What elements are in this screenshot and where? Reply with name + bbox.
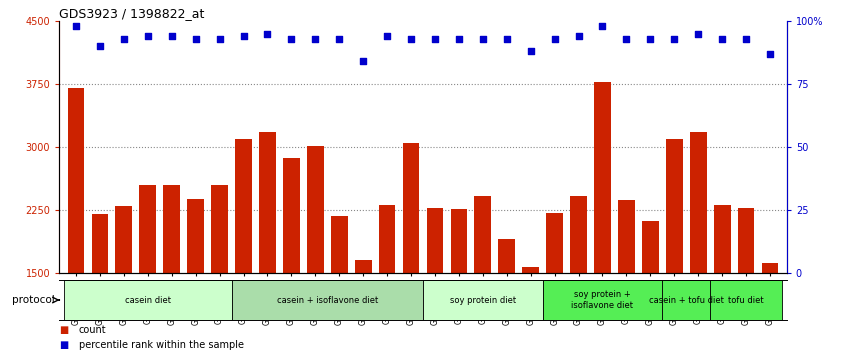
- Point: [261, 31, 274, 37]
- Bar: [187, 199, 204, 354]
- Point: [141, 34, 155, 39]
- Point: [763, 51, 777, 57]
- Bar: [91, 214, 108, 354]
- Bar: [354, 260, 371, 354]
- Bar: [235, 138, 252, 354]
- Bar: [115, 206, 132, 354]
- Text: count: count: [79, 325, 107, 335]
- Point: [69, 23, 83, 29]
- Text: percentile rank within the sample: percentile rank within the sample: [79, 341, 244, 350]
- Point: [572, 34, 585, 39]
- Point: [476, 36, 490, 42]
- Bar: [547, 213, 563, 354]
- Bar: [140, 185, 157, 354]
- Point: [691, 31, 705, 37]
- Bar: [379, 205, 395, 354]
- Point: [548, 36, 562, 42]
- Text: casein + isoflavone diet: casein + isoflavone diet: [277, 296, 378, 304]
- Point: [644, 36, 657, 42]
- Bar: [570, 195, 587, 354]
- Point: [284, 36, 298, 42]
- Bar: [498, 239, 515, 354]
- Text: casein + tofu diet: casein + tofu diet: [649, 296, 723, 304]
- Bar: [68, 88, 85, 354]
- Bar: [522, 267, 539, 354]
- Point: [237, 34, 250, 39]
- Text: soy protein +
isoflavone diet: soy protein + isoflavone diet: [572, 290, 634, 310]
- Point: [667, 36, 681, 42]
- Text: ■: ■: [59, 325, 69, 335]
- Bar: [331, 216, 348, 354]
- Bar: [662, 280, 710, 320]
- Text: protocol: protocol: [12, 295, 55, 305]
- Point: [524, 48, 537, 54]
- Point: [356, 59, 370, 64]
- Text: ■: ■: [59, 341, 69, 350]
- Point: [93, 44, 107, 49]
- Point: [739, 36, 753, 42]
- Bar: [64, 280, 232, 320]
- Bar: [451, 209, 467, 354]
- Bar: [689, 132, 706, 354]
- Bar: [738, 208, 755, 354]
- Text: casein diet: casein diet: [124, 296, 171, 304]
- Bar: [666, 138, 683, 354]
- Point: [189, 36, 202, 42]
- Bar: [307, 146, 324, 354]
- Bar: [403, 143, 420, 354]
- Bar: [283, 158, 299, 354]
- Bar: [710, 280, 782, 320]
- Point: [309, 36, 322, 42]
- Bar: [714, 205, 731, 354]
- Bar: [259, 132, 276, 354]
- Bar: [163, 185, 180, 354]
- Bar: [761, 263, 778, 354]
- Bar: [232, 280, 423, 320]
- Bar: [423, 280, 542, 320]
- Point: [596, 23, 609, 29]
- Point: [117, 36, 130, 42]
- Point: [404, 36, 418, 42]
- Point: [500, 36, 514, 42]
- Bar: [642, 221, 659, 354]
- Text: soy protein diet: soy protein diet: [450, 296, 516, 304]
- Text: GDS3923 / 1398822_at: GDS3923 / 1398822_at: [59, 7, 205, 20]
- Point: [213, 36, 227, 42]
- Point: [619, 36, 633, 42]
- Bar: [594, 81, 611, 354]
- Point: [716, 36, 729, 42]
- Text: tofu diet: tofu diet: [728, 296, 764, 304]
- Point: [428, 36, 442, 42]
- Bar: [618, 200, 634, 354]
- Bar: [475, 195, 492, 354]
- Bar: [426, 208, 443, 354]
- Point: [381, 34, 394, 39]
- Point: [332, 36, 346, 42]
- Point: [452, 36, 465, 42]
- Point: [165, 34, 179, 39]
- Bar: [212, 185, 228, 354]
- Bar: [542, 280, 662, 320]
